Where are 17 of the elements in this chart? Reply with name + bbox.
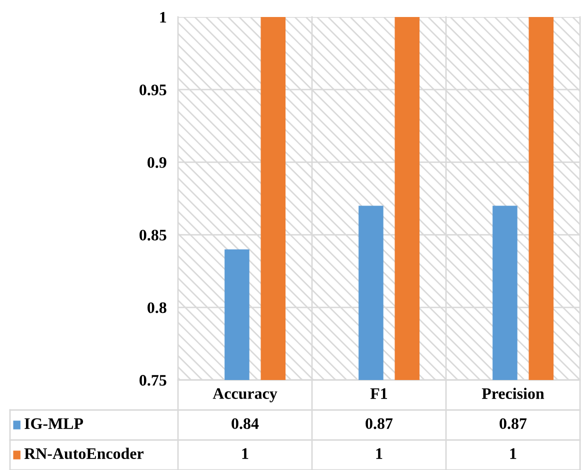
data-label: 1 [242, 448, 248, 459]
data-label: 0.87 [366, 418, 393, 430]
x-tick-label: F1 [370, 388, 388, 399]
y-tick-label: 0.8 [148, 302, 166, 314]
legend-label: RN-AutoEncoder [24, 448, 144, 460]
y-tick-label: 0.85 [140, 230, 166, 241]
data-label: 0.87 [500, 418, 527, 430]
y-tick-label: 1 [160, 12, 166, 23]
legend-label: IG-MLP [24, 418, 84, 429]
y-tick-label: 0.95 [140, 84, 166, 96]
data-label: 1 [510, 448, 516, 459]
y-tick-label: 0.75 [140, 374, 166, 386]
y-tick-label: 0.9 [148, 157, 166, 168]
data-label: 0.84 [232, 418, 259, 430]
data-label: 1 [376, 448, 382, 459]
x-tick-label: Accuracy [212, 388, 278, 402]
x-tick-label: Precision [482, 388, 544, 399]
